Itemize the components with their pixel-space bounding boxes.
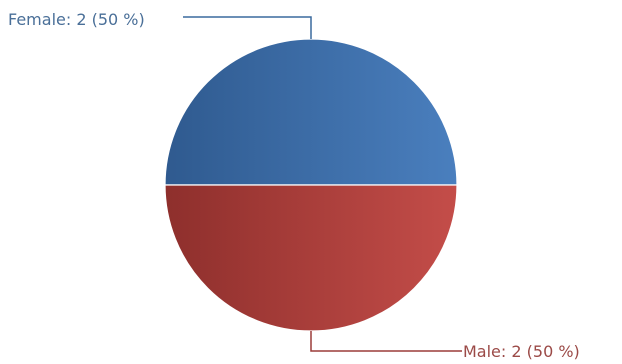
- pie-slice-female: [164, 38, 458, 186]
- leader-lines: [183, 16, 462, 352]
- slice-label-female: Female: 2 (50 %): [8, 10, 145, 29]
- leader-line-male: [310, 331, 462, 352]
- leader-line-female: [183, 16, 312, 39]
- pie-slices: [164, 38, 458, 332]
- slice-label-male: Male: 2 (50 %): [463, 342, 580, 361]
- pie-slice-male: [164, 184, 458, 332]
